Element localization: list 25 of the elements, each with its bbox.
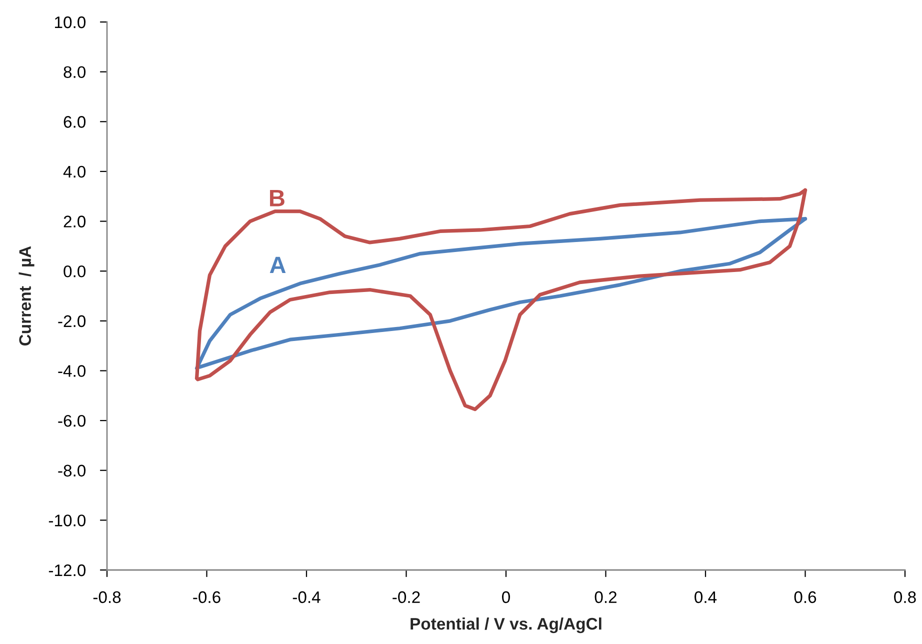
y-tick-label: 4.0 <box>63 166 86 178</box>
x-tick-label: 0 <box>502 591 510 604</box>
y-tick-label: 8.0 <box>64 66 86 78</box>
x-tick-label: 0.8 <box>894 591 916 604</box>
y-tick-label: -12.0 <box>48 564 86 576</box>
y-axis-title: Current / µA <box>18 246 34 346</box>
y-tick-label: -8.0 <box>58 464 86 477</box>
x-tick-label: 0.4 <box>694 591 717 604</box>
x-tick-label: -0.4 <box>292 591 320 604</box>
x-axis-title: Potential / V vs. Ag/AgCl <box>410 617 602 634</box>
y-tick-label: -10.0 <box>48 514 86 526</box>
series-label: B <box>270 190 284 206</box>
series-label: A <box>270 256 286 274</box>
y-tick-label: 2.0 <box>64 216 86 228</box>
x-tick-label: 0.6 <box>794 591 816 604</box>
y-tick-label: 10.0 <box>55 16 86 28</box>
y-tick-label: -2.0 <box>58 315 86 328</box>
x-tick-label: -0.8 <box>93 591 121 604</box>
x-tick-label: -0.2 <box>392 591 420 604</box>
y-tick-label: 0.0 <box>64 265 86 278</box>
y-tick-label: -4.0 <box>58 365 86 377</box>
y-tick-label: 6.0 <box>64 116 86 128</box>
y-tick-label: -6.0 <box>58 414 86 427</box>
x-tick-label: -0.6 <box>193 591 220 604</box>
x-tick-label: 0.2 <box>594 591 616 604</box>
